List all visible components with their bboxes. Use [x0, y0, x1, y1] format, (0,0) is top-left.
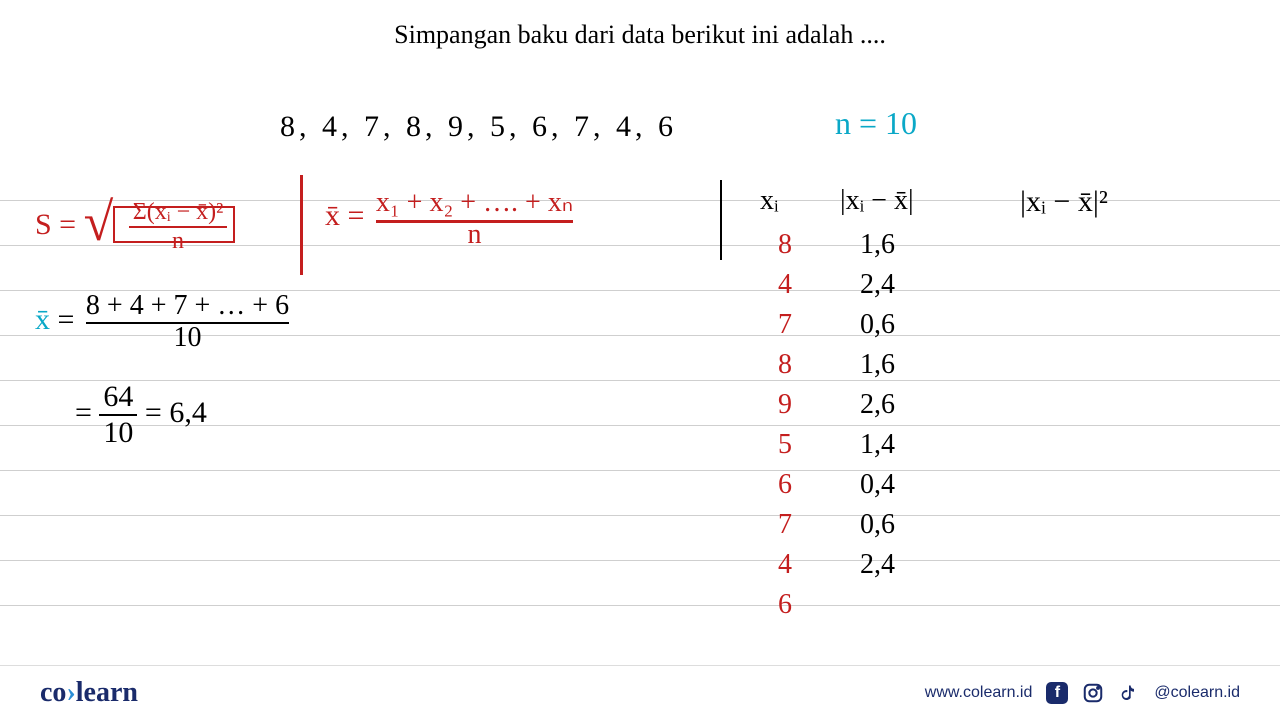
calc-result: = 64 10 = 6,4: [75, 380, 207, 450]
table-row: 2,4: [860, 265, 940, 305]
formula-s-denominator: n: [129, 228, 228, 255]
calc-result-value: = 6,4: [145, 396, 207, 429]
table-row: 7: [765, 505, 805, 545]
logo: co›learn: [40, 677, 138, 709]
formula-xbar: x̄ = x₁ + x₂ + …. + xₙ n: [325, 185, 577, 251]
table-row: 0,6: [860, 305, 940, 345]
col-header-dev: |xᵢ − x̄|: [840, 185, 914, 217]
formula-xbar-denominator: n: [372, 219, 577, 251]
footer-handle: @colearn.id: [1154, 684, 1240, 702]
table-row: 6: [765, 465, 805, 505]
calc-result-numerator: 64: [99, 380, 137, 416]
table-row: 0,4: [860, 465, 940, 505]
footer: co›learn www.colearn.id f @colearn.id: [0, 665, 1280, 720]
formula-s: S = √ Σ(xᵢ − x̄)² n: [35, 185, 235, 255]
calc-xbar-denominator: 10: [82, 322, 293, 354]
table-col-xi: 8 4 7 8 9 5 6 7 4 6: [765, 225, 805, 625]
col-header-dev-sq: |xᵢ − x̄|²: [1020, 185, 1108, 219]
n-label: n = 10: [835, 105, 917, 142]
formula-s-numerator: Σ(xᵢ − x̄)²: [129, 199, 228, 228]
table-col-dev: 1,6 2,4 0,6 1,6 2,6 1,4 0,4 0,6 2,4: [860, 225, 940, 585]
table-row: 1,6: [860, 225, 940, 265]
calc-xbar: x̄ = 8 + 4 + 7 + … + 6 10: [35, 290, 293, 354]
sqrt-icon: √: [84, 191, 114, 253]
table-row: 9: [765, 385, 805, 425]
footer-right: www.colearn.id f @colearn.id: [925, 682, 1240, 704]
formula-s-label: S =: [35, 208, 76, 241]
table-row: 0,6: [860, 505, 940, 545]
table-row: 4: [765, 545, 805, 585]
table-row: 8: [765, 345, 805, 385]
logo-sep: ›: [66, 677, 75, 708]
table-row: 8: [765, 225, 805, 265]
table-row: 1,6: [860, 345, 940, 385]
table-row: 5: [765, 425, 805, 465]
calc-xbar-equals: =: [58, 303, 75, 336]
table-row: 2,6: [860, 385, 940, 425]
data-values: 8, 4, 7, 8, 9, 5, 6, 7, 4, 6: [280, 110, 677, 144]
calc-result-denominator: 10: [99, 416, 137, 450]
formula-xbar-numerator: x₁ + x₂ + …. + xₙ: [372, 185, 577, 219]
question-text: Simpangan baku dari data berikut ini ada…: [394, 20, 886, 50]
divider-red: [300, 175, 303, 275]
table-row: 4: [765, 265, 805, 305]
facebook-icon: f: [1046, 682, 1068, 704]
logo-co: co: [40, 677, 66, 708]
table-row: 7: [765, 305, 805, 345]
logo-learn: learn: [76, 677, 138, 708]
tiktok-icon: [1118, 682, 1140, 704]
table-row: 6: [765, 585, 805, 625]
table-row: 1,4: [860, 425, 940, 465]
col-header-xi: xᵢ: [760, 185, 779, 217]
footer-url: www.colearn.id: [925, 684, 1033, 702]
divider-black: [720, 180, 722, 260]
calc-xbar-numerator: 8 + 4 + 7 + … + 6: [86, 290, 289, 324]
calc-xbar-symbol: x̄: [35, 303, 50, 336]
instagram-icon: [1082, 682, 1104, 704]
formula-xbar-label: x̄ =: [325, 199, 364, 232]
table-row: 2,4: [860, 545, 940, 585]
